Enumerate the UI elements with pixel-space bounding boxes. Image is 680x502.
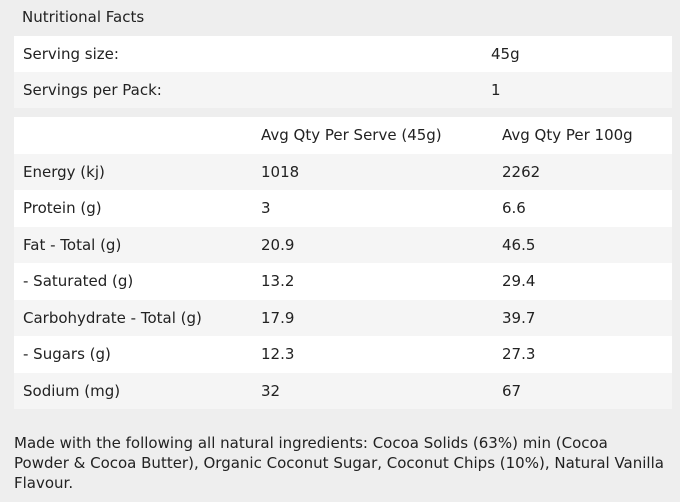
serving-size-value: 45g <box>482 36 672 72</box>
column-header-per-100g: Avg Qty Per 100g <box>493 117 672 154</box>
nutrient-name: Fat - Total (g) <box>14 226 252 263</box>
table-row: Energy (kj) 1018 2262 <box>14 153 672 190</box>
table-row: Carbohydrate - Total (g) 17.9 39.7 <box>14 299 672 336</box>
ingredients-text: Made with the following all natural ingr… <box>14 434 664 492</box>
per-100g-value: 6.6 <box>493 190 672 227</box>
column-header-per-serve: Avg Qty Per Serve (45g) <box>252 117 493 154</box>
table-row: - Sugars (g) 12.3 27.3 <box>14 336 672 373</box>
table-row: Protein (g) 3 6.6 <box>14 190 672 227</box>
per-serve-value: 1018 <box>252 153 493 190</box>
table-row: Serving size: 45g <box>14 36 672 72</box>
per-100g-value: 29.4 <box>493 263 672 300</box>
nutrient-name: - Saturated (g) <box>14 263 252 300</box>
per-100g-value: 67 <box>493 372 672 409</box>
servings-per-pack-label: Servings per Pack: <box>14 72 482 108</box>
serving-size-label: Serving size: <box>14 36 482 72</box>
table-row: Sodium (mg) 32 67 <box>14 372 672 409</box>
nutrient-name: Energy (kj) <box>14 153 252 190</box>
per-100g-value: 39.7 <box>493 299 672 336</box>
per-serve-value: 12.3 <box>252 336 493 373</box>
table-row: Fat - Total (g) 20.9 46.5 <box>14 226 672 263</box>
table-row: Servings per Pack: 1 <box>14 72 672 108</box>
per-100g-value: 2262 <box>493 153 672 190</box>
nutrient-name: Carbohydrate - Total (g) <box>14 299 252 336</box>
column-header <box>14 117 252 154</box>
per-serve-value: 20.9 <box>252 226 493 263</box>
serving-table: Serving size: 45g Servings per Pack: 1 <box>14 36 672 108</box>
per-serve-value: 13.2 <box>252 263 493 300</box>
nutrition-table: Avg Qty Per Serve (45g) Avg Qty Per 100g… <box>14 117 672 409</box>
nutrient-name: Protein (g) <box>14 190 252 227</box>
per-serve-value: 32 <box>252 372 493 409</box>
table-header-row: Avg Qty Per Serve (45g) Avg Qty Per 100g <box>14 117 672 154</box>
nutrient-name: - Sugars (g) <box>14 336 252 373</box>
section-title: Nutritional Facts <box>22 8 145 26</box>
per-100g-value: 46.5 <box>493 226 672 263</box>
per-serve-value: 17.9 <box>252 299 493 336</box>
nutrient-name: Sodium (mg) <box>14 372 252 409</box>
table-row: - Saturated (g) 13.2 29.4 <box>14 263 672 300</box>
per-serve-value: 3 <box>252 190 493 227</box>
servings-per-pack-value: 1 <box>482 72 672 108</box>
per-100g-value: 27.3 <box>493 336 672 373</box>
